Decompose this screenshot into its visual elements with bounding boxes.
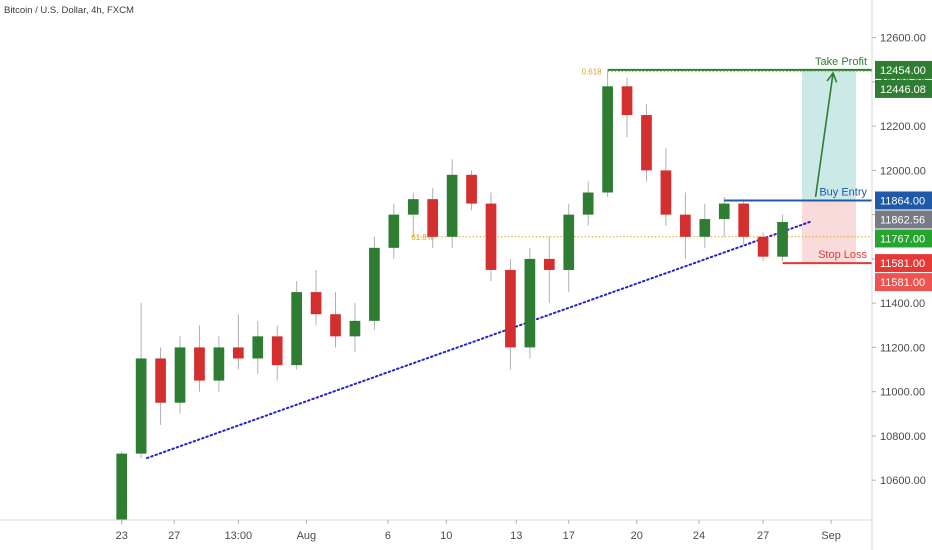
fib-618-badge-text: 12446.08 xyxy=(880,84,926,96)
time-tick-label: 23 xyxy=(116,530,128,542)
candle-body xyxy=(466,174,477,204)
time-tick-label: Aug xyxy=(297,530,317,542)
take-profit-badge xyxy=(875,60,932,79)
take-profit-badge-text: 12454.00 xyxy=(880,65,926,77)
last-price-badge xyxy=(875,210,932,229)
candle-body xyxy=(213,347,225,381)
stop-loss-line-label: Stop Loss xyxy=(818,249,867,261)
candle-body xyxy=(543,258,555,270)
candle-body xyxy=(388,214,400,248)
candle-body xyxy=(485,203,497,270)
candle-body xyxy=(291,292,302,366)
candle-body xyxy=(718,203,730,220)
candle-body xyxy=(563,214,575,270)
candle-body xyxy=(582,192,594,215)
target-arrow-head xyxy=(826,71,838,83)
fib-618pct-label: 61.8% xyxy=(411,233,434,242)
target-arrow xyxy=(814,72,834,198)
candle-body xyxy=(135,358,147,454)
candle-body xyxy=(369,247,380,321)
price-tick-label: 10600.00 xyxy=(880,475,926,487)
candle-body xyxy=(621,86,633,116)
candle-body xyxy=(446,174,458,237)
trendline-layer xyxy=(145,220,813,460)
fib-low-badge-text: 11581.00 xyxy=(880,277,925,289)
price-badges: 12454.00 12446.08 11864.00 11862.56 11767.00… xyxy=(875,60,932,292)
candle-body xyxy=(271,336,283,366)
candle-body xyxy=(174,347,186,403)
time-tick-label: 6 xyxy=(385,530,391,542)
risk_zone xyxy=(801,200,856,264)
current-badge xyxy=(875,229,932,248)
candle-body xyxy=(680,214,691,237)
time-tick-label: Sep xyxy=(821,530,841,542)
candle-body xyxy=(699,219,711,237)
candle-body xyxy=(602,86,613,193)
candle-body xyxy=(738,203,750,237)
arrow-layer xyxy=(814,71,838,198)
last-price-badge-text: 11862.56 xyxy=(880,214,925,226)
price-axis: 12600.0012400.0012200.0012000.0011800.00… xyxy=(872,33,926,487)
time-tick-label: 10 xyxy=(440,530,452,542)
time-tick-label: 17 xyxy=(563,530,575,542)
time-tick-label: 13 xyxy=(510,530,522,542)
candle-body xyxy=(330,314,341,337)
candle-body xyxy=(116,453,128,520)
candle-body xyxy=(310,292,322,315)
stop-loss-badge xyxy=(875,254,932,273)
time-tick-label: 24 xyxy=(693,530,705,542)
price-tick-label: 11000.00 xyxy=(880,387,925,399)
price-tick-label: 11400.00 xyxy=(880,298,925,310)
price-tick-label: 12200.00 xyxy=(880,121,926,133)
profit_zone xyxy=(801,69,856,201)
candle-body xyxy=(524,258,536,348)
candle-body xyxy=(252,336,264,359)
fib-layer: 0.618 61.8% xyxy=(411,68,872,242)
candle-body xyxy=(777,221,788,257)
buy-entry-badge xyxy=(875,191,932,210)
price-tick-label: 11200.00 xyxy=(880,342,925,354)
time-tick-label: 27 xyxy=(757,530,769,542)
price-tick-label: 12000.00 xyxy=(880,165,926,177)
candles-layer xyxy=(116,70,788,525)
time-tick-label: 27 xyxy=(168,530,180,542)
current-badge-text: 11767.00 xyxy=(880,233,925,245)
take-profit-line-label: Take Profit xyxy=(815,56,867,68)
fib-618-label: 0.618 xyxy=(582,68,603,77)
fib-low-badge xyxy=(875,273,932,292)
time-axis: 23 27 13:00 Aug 6 10 13 17 20 24 27 Sep xyxy=(116,520,841,542)
candle-body xyxy=(194,347,205,381)
candle-body xyxy=(232,347,244,359)
stop-loss-badge-text: 11581.00 xyxy=(880,258,925,270)
fib-618-badge xyxy=(875,79,932,98)
levels-layer: Take Profit Buy Entry Stop Loss xyxy=(607,56,872,265)
time-tick-label: 13:00 xyxy=(225,530,253,542)
support-trendline xyxy=(145,220,813,460)
candle-body xyxy=(660,170,672,215)
price-tick-label: 10800.00 xyxy=(880,431,926,443)
candle-body xyxy=(757,236,769,257)
buy-entry-line-label: Buy Entry xyxy=(819,186,867,198)
time-tick-label: 20 xyxy=(631,530,643,542)
candle-body xyxy=(427,199,439,237)
candle-body xyxy=(505,269,516,348)
candle-body xyxy=(407,199,419,215)
price-tick-label: 12600.00 xyxy=(880,33,926,45)
candle-body xyxy=(641,115,652,171)
buy-entry-badge-text: 11864.00 xyxy=(880,195,925,207)
candle-body xyxy=(155,358,166,403)
chart-title: Bitcoin / U.S. Dollar, 4h, FXCM xyxy=(4,5,134,16)
zones-layer xyxy=(801,69,856,264)
candle-body xyxy=(349,320,361,337)
